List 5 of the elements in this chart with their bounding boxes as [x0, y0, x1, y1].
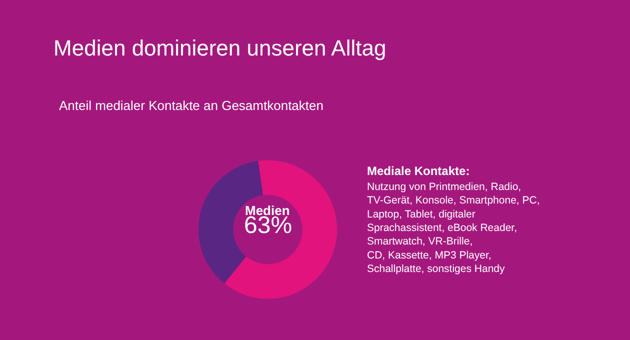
donut-slice	[224, 160, 337, 299]
chart-subtitle: Anteil medialer Kontakte an Gesamtkontakten	[59, 98, 324, 113]
chart-title: Medien dominieren unseren Alltag	[54, 35, 386, 60]
text: Mediale Kontakte:	[367, 164, 470, 178]
text: Nutzung von Printmedien, Radio, TV-Gerät, Konsole, Smartphone, PC, Laptop, Tablet, digitaler Sprachassistent, eBook Reader, Smartwatch, VR-Brille, CD, Kassette, MP3 Player, Schallplatte, sonstiges Handy	[367, 181, 540, 275]
